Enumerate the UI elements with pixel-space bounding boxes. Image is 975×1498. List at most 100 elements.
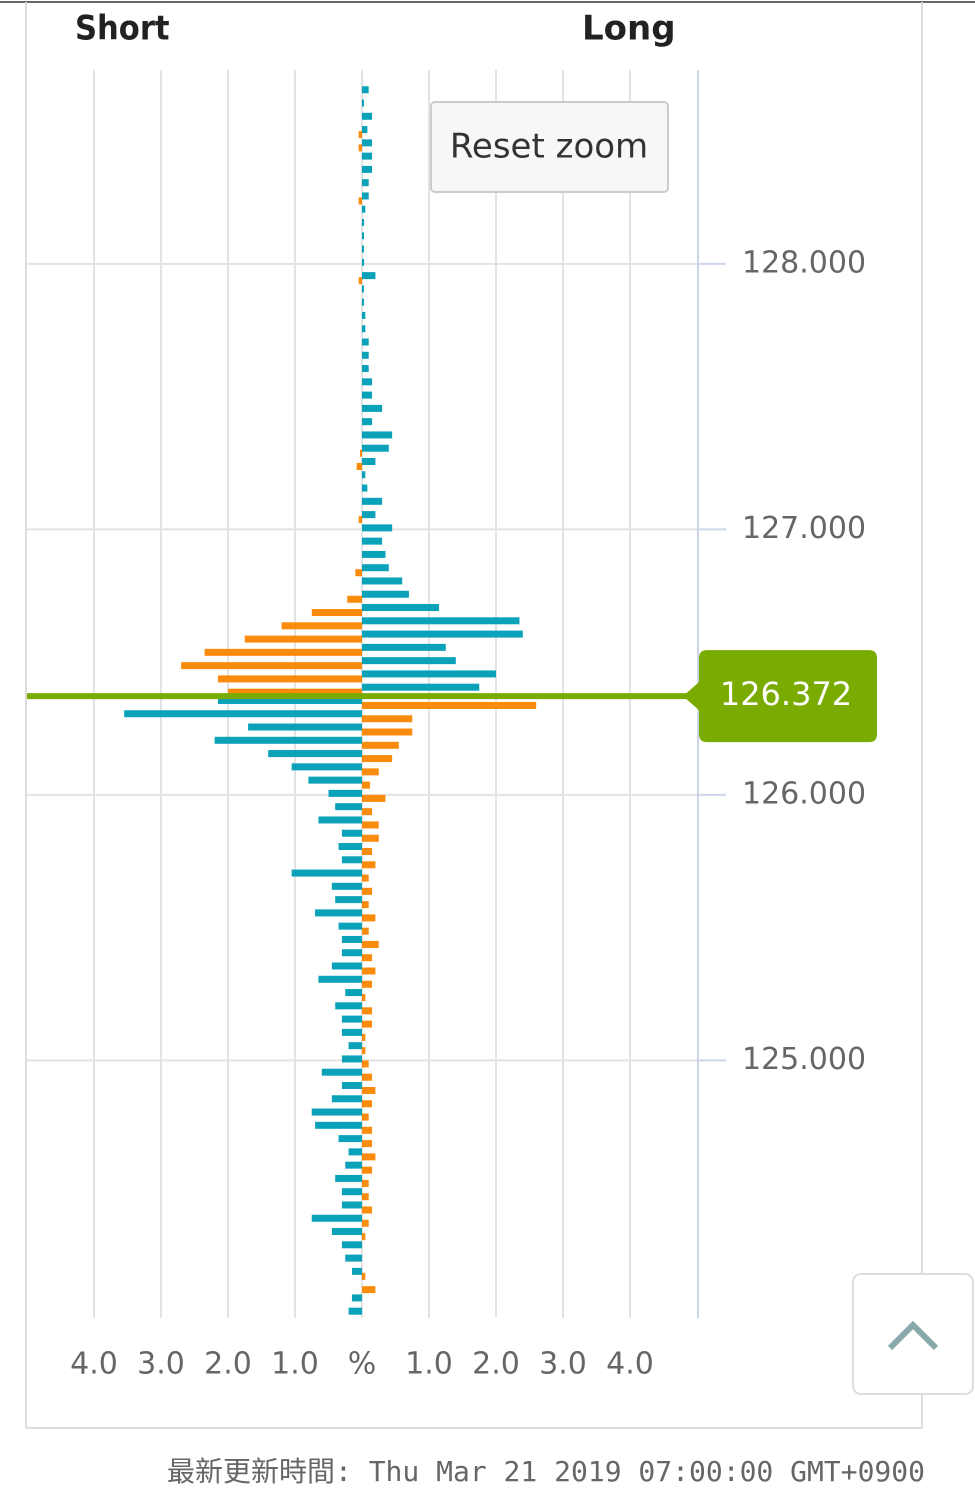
- bar: [362, 338, 369, 346]
- bar: [362, 1140, 373, 1148]
- bar: [338, 843, 362, 851]
- bar: [315, 1121, 362, 1129]
- bar: [362, 927, 369, 935]
- x-tick-label: 4.0: [70, 1347, 118, 1382]
- bar: [362, 1100, 373, 1108]
- x-tick-label: %: [348, 1347, 377, 1382]
- bar: [362, 590, 409, 598]
- bar: [362, 617, 520, 625]
- bar: [362, 404, 383, 412]
- bar: [362, 683, 480, 691]
- y-tick-label: 127.000: [742, 511, 866, 546]
- bar: [358, 516, 362, 524]
- bar: [362, 967, 376, 975]
- bar: [362, 1073, 373, 1081]
- bar: [362, 524, 393, 532]
- bar: [331, 1228, 362, 1236]
- bar: [362, 630, 523, 638]
- bar: [362, 564, 389, 572]
- bar: [362, 874, 369, 882]
- bar: [228, 688, 362, 696]
- bar: [362, 497, 383, 505]
- bar: [362, 431, 393, 439]
- reset-zoom-button[interactable]: Reset zoom: [430, 101, 669, 193]
- bar: [248, 723, 362, 731]
- bar: [217, 675, 362, 683]
- bar: [341, 1241, 362, 1249]
- bar: [331, 1095, 362, 1103]
- bar: [362, 139, 373, 147]
- current-price-flag: [683, 650, 877, 743]
- x-tick-label: 4.0: [606, 1347, 654, 1382]
- button-bg[interactable]: [852, 1273, 974, 1395]
- bar: [341, 1081, 362, 1089]
- current-price-label: 126.372: [720, 675, 852, 713]
- bar: [358, 131, 362, 139]
- bar: [362, 781, 371, 789]
- bar: [362, 311, 366, 319]
- bar: [244, 635, 362, 643]
- bar: [311, 609, 362, 617]
- x-tick-label: 1.0: [405, 1347, 453, 1382]
- bar: [362, 834, 379, 842]
- bar: [362, 604, 440, 612]
- bar: [311, 1214, 362, 1222]
- bar: [362, 418, 373, 426]
- bar: [321, 1068, 362, 1076]
- bar: [362, 152, 373, 160]
- bar: [362, 994, 366, 1002]
- bar: [362, 1126, 373, 1134]
- long-label: Long: [582, 9, 676, 49]
- bar: [311, 1108, 362, 1116]
- bar: [318, 975, 362, 983]
- bar: [362, 1020, 373, 1028]
- bar: [338, 1135, 362, 1143]
- bar: [356, 462, 362, 470]
- bar: [362, 821, 379, 829]
- bar: [362, 1286, 376, 1294]
- bar: [341, 1188, 362, 1196]
- bar: [362, 205, 366, 213]
- bar: [358, 144, 362, 152]
- bar: [362, 861, 376, 869]
- footer: 最新更新時間: Thu Mar 21 2019 07:00:00 GMT+090…: [167, 1455, 925, 1488]
- scroll-top-button[interactable]: [852, 1273, 974, 1395]
- bar: [362, 471, 366, 479]
- bar: [358, 197, 362, 205]
- bar: [347, 595, 362, 603]
- bar: [308, 776, 362, 784]
- button-bg[interactable]: [430, 101, 669, 193]
- bar: [362, 165, 373, 173]
- y-tick-label: 128.000: [742, 245, 866, 280]
- bar: [335, 803, 362, 811]
- bar: [281, 622, 362, 630]
- bar: [362, 741, 399, 749]
- bar: [362, 980, 373, 988]
- bar: [358, 277, 362, 285]
- bar: [355, 569, 362, 577]
- bar: [341, 1201, 362, 1209]
- bar: [362, 1272, 366, 1280]
- bar: [362, 285, 365, 293]
- bar: [335, 1002, 362, 1010]
- bar: [338, 922, 362, 930]
- bar: [362, 351, 369, 359]
- bar: [362, 550, 386, 558]
- bar: [341, 949, 362, 957]
- bar: [351, 1267, 362, 1275]
- bar: [362, 1047, 366, 1055]
- button-label[interactable]: Reset zoom: [450, 127, 648, 167]
- bar: [362, 298, 365, 306]
- arrow-icon[interactable]: [887, 1320, 939, 1351]
- bar: [345, 1254, 362, 1262]
- bar: [362, 245, 365, 253]
- bar: [341, 856, 362, 864]
- bar: [268, 750, 362, 758]
- bar: [348, 1307, 362, 1315]
- bar: [362, 755, 393, 763]
- bar: [331, 882, 362, 890]
- bar: [362, 901, 369, 909]
- x-tick-label: 2.0: [204, 1347, 252, 1382]
- bar: [362, 887, 373, 895]
